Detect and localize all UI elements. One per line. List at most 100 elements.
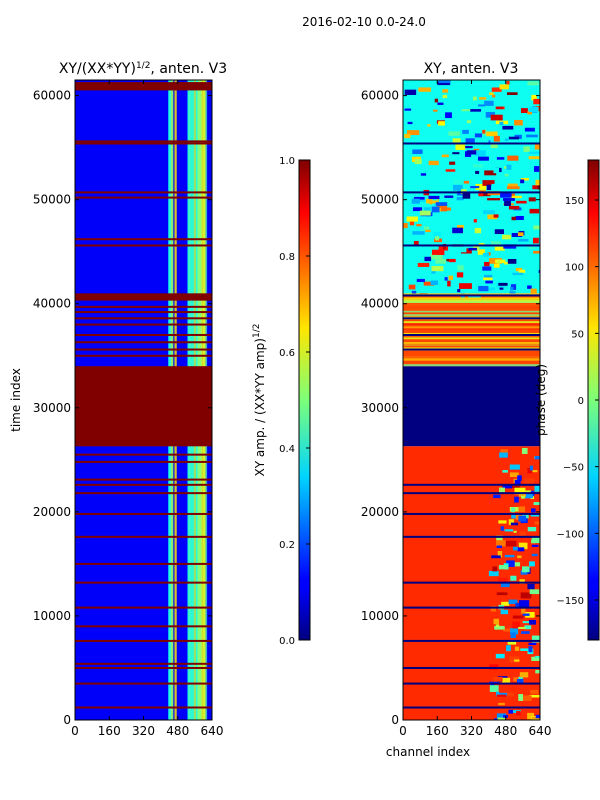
heatmap-cell <box>507 259 517 264</box>
heatmap-cell <box>521 447 528 455</box>
heatmap-cell <box>457 265 464 271</box>
heatmap-cell <box>498 520 507 524</box>
heatmap-flag-row <box>403 606 540 609</box>
heatmap-flag-row <box>75 323 212 326</box>
heatmap-cell <box>431 269 436 274</box>
heatmap-cell <box>434 98 439 103</box>
heatmap-flag-row <box>75 317 212 320</box>
heatmap-cell <box>497 551 503 558</box>
heatmap-cell <box>500 526 504 531</box>
heatmap-cell <box>511 507 515 513</box>
heatmap-flag-row <box>75 140 212 143</box>
heatmap-flag-row <box>75 196 212 199</box>
heatmap-flag-row <box>75 483 212 486</box>
heatmap-cell <box>509 287 514 291</box>
heatmap-cell <box>503 628 512 632</box>
heatmap-cell <box>535 179 540 186</box>
heatmap-cell <box>466 120 472 124</box>
heatmap-cell <box>537 184 540 190</box>
heatmap-flag-row <box>403 142 540 145</box>
heatmap-cell <box>510 284 517 290</box>
heatmap-cell <box>524 127 535 132</box>
heatmap-cell <box>417 199 426 203</box>
heatmap-cell <box>511 710 521 713</box>
heatmap-flag-row <box>403 512 540 515</box>
heatmap-cell <box>526 134 538 138</box>
heatmap-cell <box>478 104 486 107</box>
heatmap-band <box>403 321 540 324</box>
heatmap-cell <box>529 561 535 567</box>
heatmap-cell <box>520 570 528 575</box>
heatmap-cell <box>499 84 509 90</box>
heatmap-cell <box>496 694 507 697</box>
heatmap-cell <box>496 540 506 547</box>
x-tick-label: 480 <box>166 724 189 738</box>
heatmap-cell <box>515 267 523 272</box>
heatmap-cell <box>456 272 464 278</box>
heatmap-cell <box>536 105 540 112</box>
heatmap-cell <box>520 179 525 184</box>
heatmap-cell <box>430 253 443 260</box>
heatmap-cell <box>510 575 517 581</box>
heatmap-cell <box>518 269 526 273</box>
heatmap-cell <box>502 234 512 240</box>
heatmap-cell <box>412 231 425 235</box>
heatmap-cell <box>436 205 448 212</box>
heatmap-cell <box>411 198 420 204</box>
heatmap-cell <box>452 138 461 144</box>
right-y-axis: 0 10000 20000 30000 40000 50000 60000 <box>361 89 540 727</box>
heatmap-flag-row <box>75 333 212 336</box>
heatmap-cell <box>429 199 433 205</box>
heatmap-cell <box>527 468 533 474</box>
heatmap-cell <box>522 695 532 701</box>
heatmap-cell <box>406 216 418 222</box>
heatmap-cell <box>493 494 501 499</box>
heatmap-cell <box>533 250 540 254</box>
heatmap-region <box>75 82 212 91</box>
heatmap-cell <box>482 252 489 257</box>
heatmap-cell <box>529 619 536 625</box>
heatmap-cell <box>484 274 493 279</box>
heatmap-cell <box>529 465 534 471</box>
heatmap-band <box>403 342 540 345</box>
heatmap-cell <box>534 456 540 460</box>
heatmap-flag-row <box>75 348 212 351</box>
x-tick-label: 480 <box>494 724 517 738</box>
heatmap-cell <box>445 169 456 172</box>
heatmap-cell <box>512 546 518 551</box>
heatmap-cell <box>491 555 501 559</box>
heatmap-cell <box>477 156 489 161</box>
heatmap-cell <box>451 235 457 240</box>
heatmap-cell <box>482 180 495 186</box>
heatmap-cell <box>490 194 502 200</box>
left-colorbar-label: XY amp. / (XX*YY amp)1/2 <box>252 324 267 477</box>
heatmap-cell <box>406 138 410 141</box>
x-tick-label: 320 <box>132 724 155 738</box>
heatmap-cell <box>521 495 525 499</box>
heatmap-cell <box>486 184 492 191</box>
colorbar-tick-label: 150 <box>565 196 584 207</box>
heatmap-cell <box>486 287 495 291</box>
heatmap-cell <box>457 225 464 229</box>
heatmap-cell <box>516 711 521 716</box>
heatmap-flag-row <box>75 341 212 344</box>
heatmap-cell <box>528 646 533 653</box>
heatmap-cell <box>468 247 477 251</box>
heatmap-cell <box>529 589 540 595</box>
heatmap-cell <box>483 210 495 215</box>
heatmap-cell <box>456 197 464 201</box>
heatmap-cell <box>433 109 438 112</box>
heatmap-cell <box>504 200 511 206</box>
heatmap-cell <box>518 506 526 513</box>
heatmap-cell <box>514 119 523 126</box>
heatmap-cell <box>428 160 439 166</box>
heatmap-cell <box>444 195 454 198</box>
heatmap-cell <box>500 192 512 198</box>
heatmap-cell <box>504 692 514 697</box>
heatmap-cell <box>519 579 525 584</box>
heatmap-cell <box>531 635 540 643</box>
heatmap-cell <box>502 470 508 473</box>
heatmap-cell <box>538 270 540 274</box>
left-heatmap-panel: XY/(XX*YY)1/2, anten. V3 0 160 320 480 640 0… <box>9 61 227 738</box>
colorbar-tick-label: 0.2 <box>279 540 295 551</box>
